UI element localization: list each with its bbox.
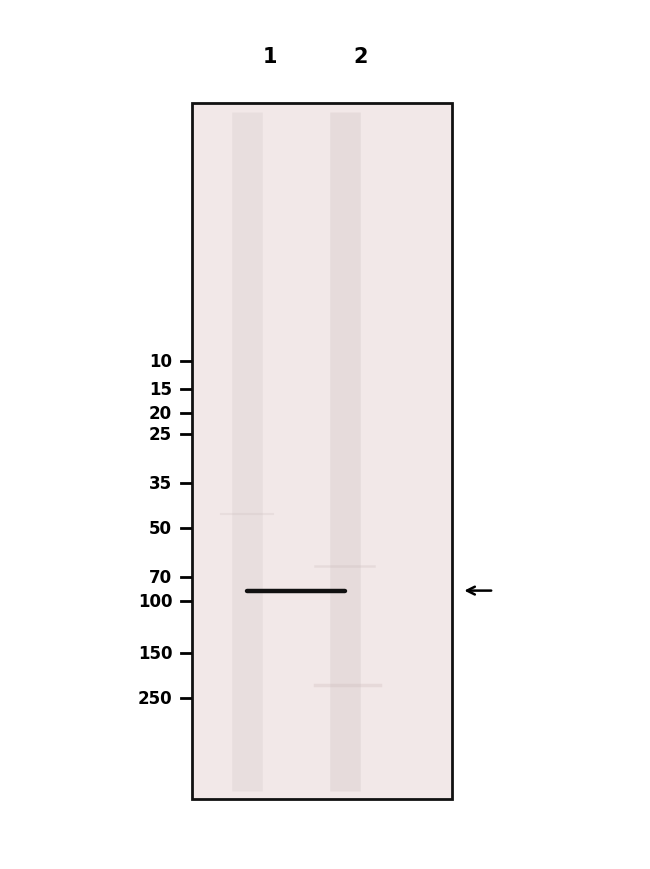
Text: 25: 25 <box>149 426 172 443</box>
Text: 20: 20 <box>149 405 172 422</box>
Bar <box>192 104 452 799</box>
Text: 250: 250 <box>138 690 172 707</box>
Text: 35: 35 <box>149 474 172 492</box>
Text: 10: 10 <box>150 353 172 370</box>
Text: 150: 150 <box>138 645 172 662</box>
Text: 2: 2 <box>354 47 368 66</box>
Text: 15: 15 <box>150 381 172 398</box>
Text: 50: 50 <box>150 520 172 537</box>
Text: 100: 100 <box>138 593 172 610</box>
Text: 70: 70 <box>149 568 172 586</box>
Text: 1: 1 <box>263 47 277 66</box>
